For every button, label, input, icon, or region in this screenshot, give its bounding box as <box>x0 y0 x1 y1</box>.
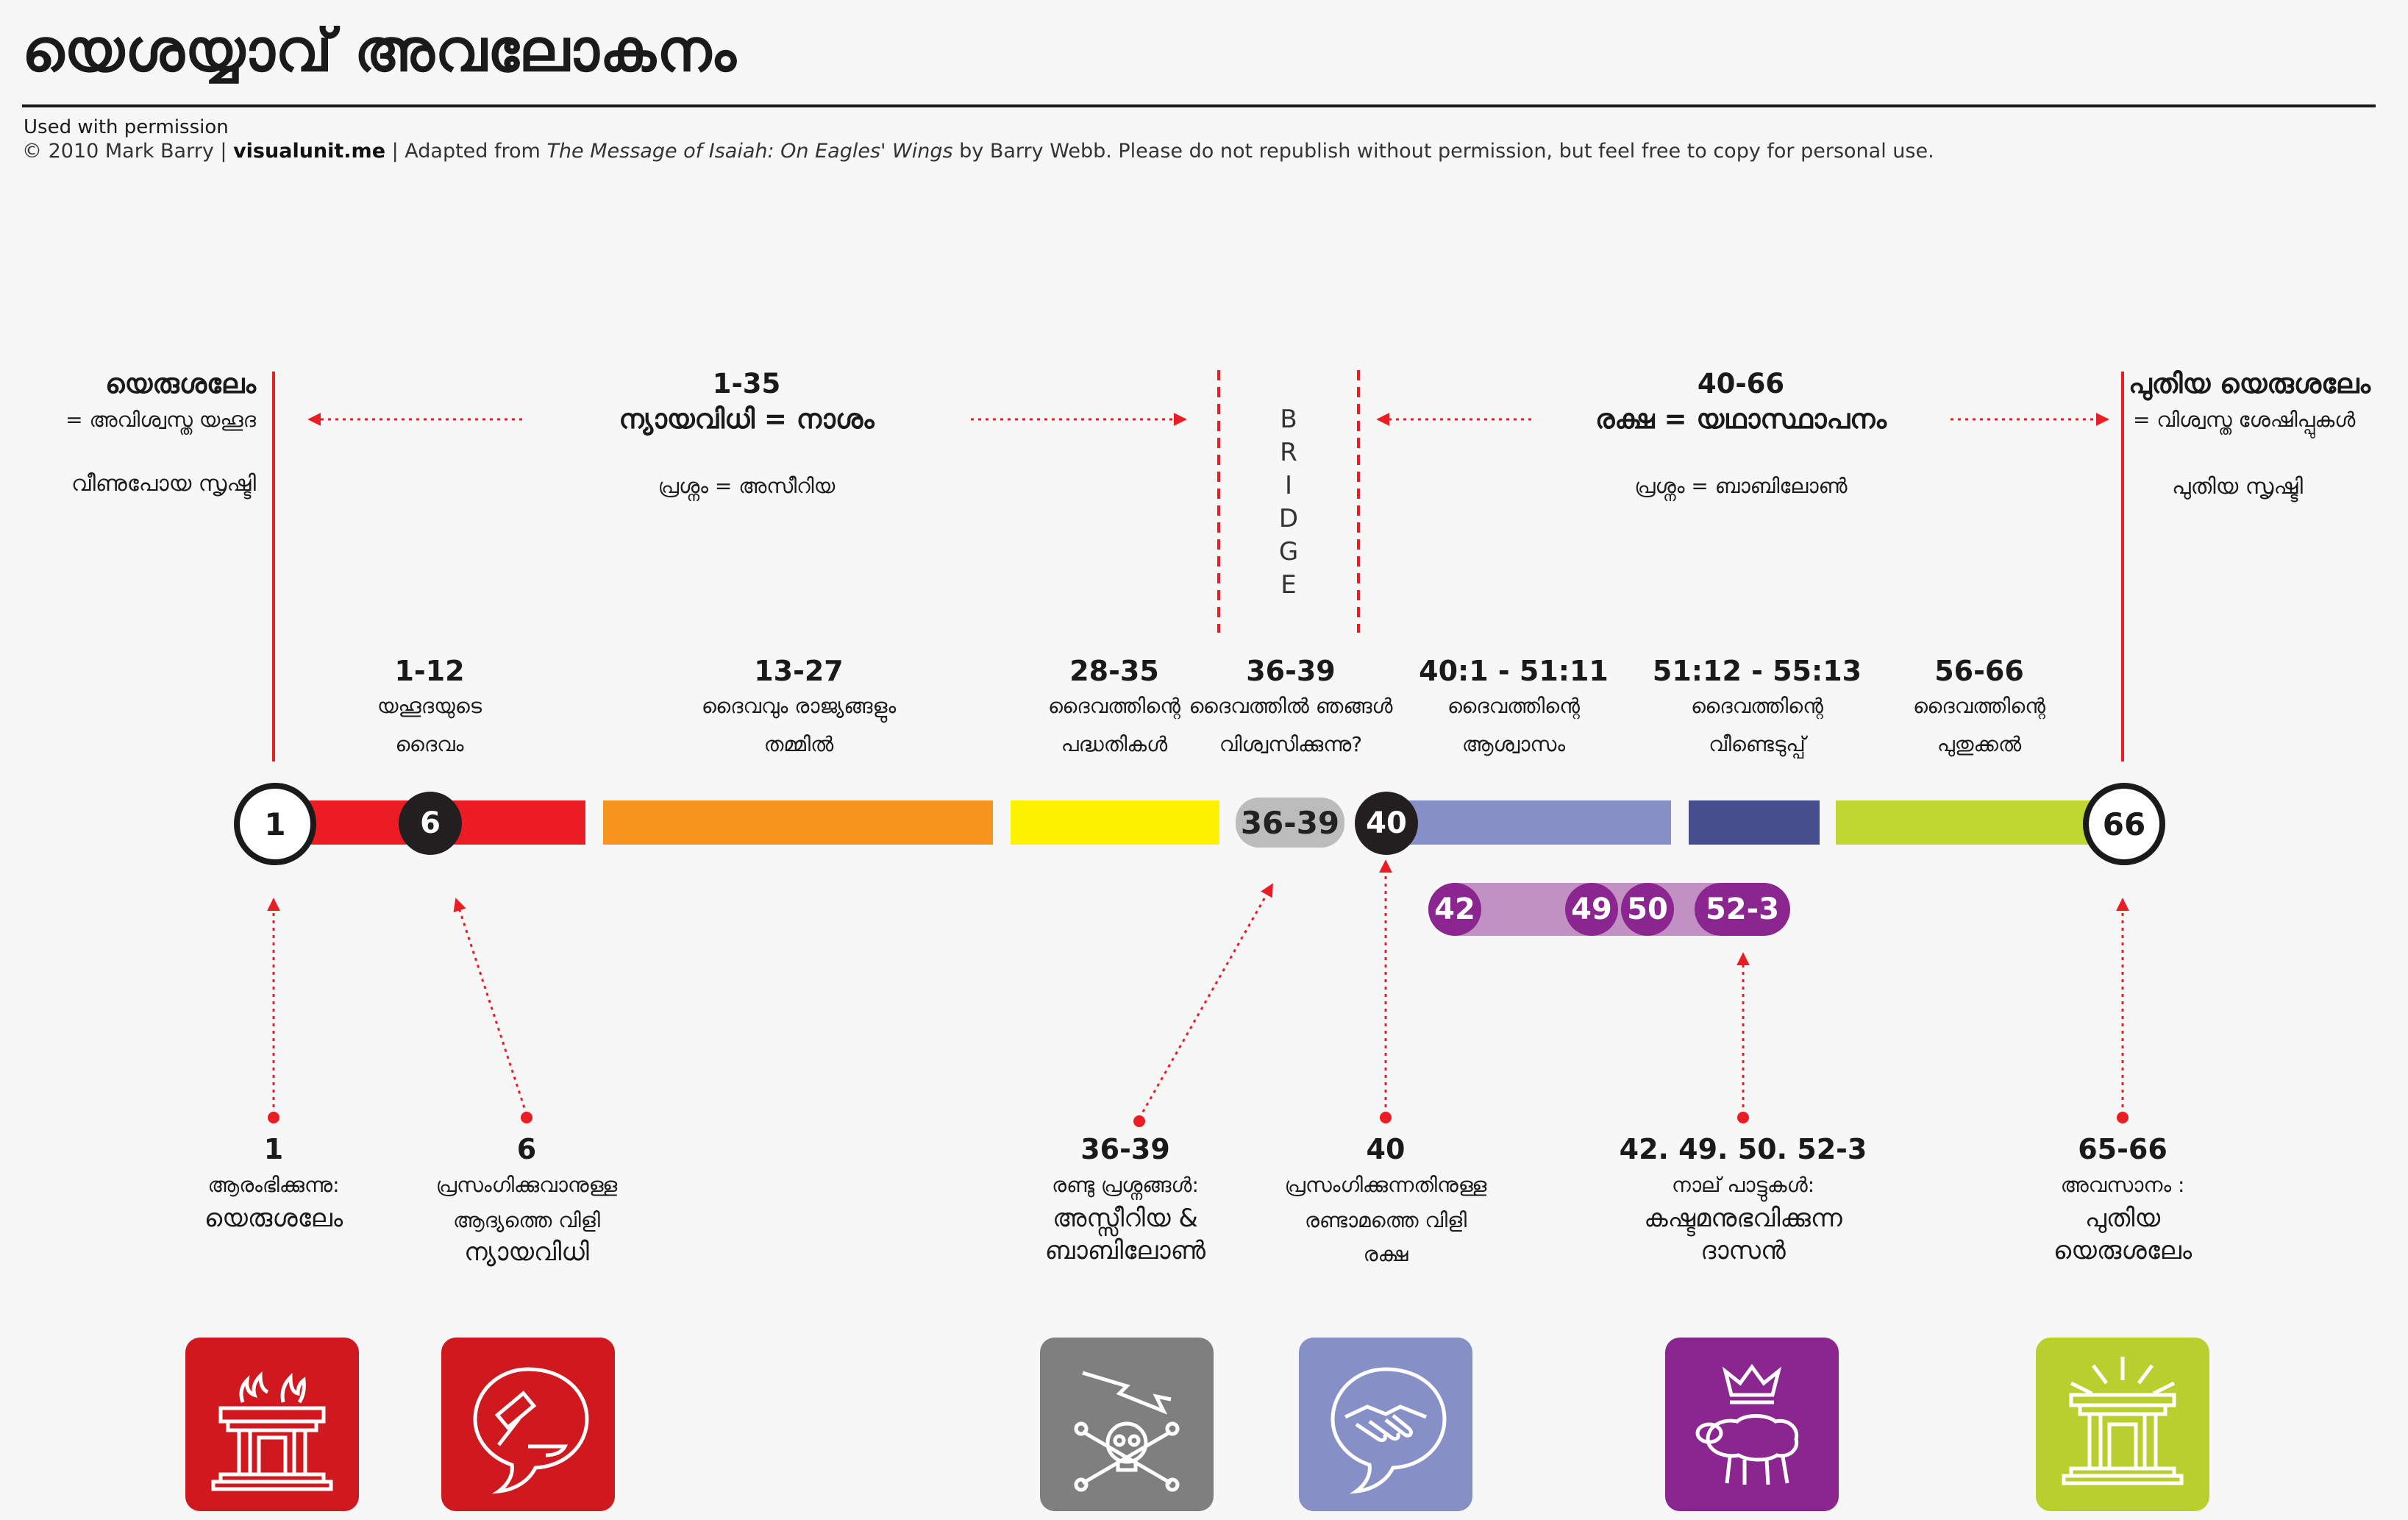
bar-56-66 <box>1836 800 2123 845</box>
section-1-12: 1-12 യഹൂദയുടെ ദൈവം <box>377 655 482 756</box>
section-13-27: 13-27 ദൈവവും രാജ്യങ്ങളും തമ്മിൽ <box>701 655 897 756</box>
salvation-title: രക്ഷ = യഥാസ്ഥാപനം <box>1595 403 1887 435</box>
jerusalem-sub: = അവിശ്വസ്ത യഹൂദ <box>65 408 256 432</box>
new-creation-note: പുതിയ സൃഷ്ടി <box>2172 474 2303 500</box>
note-65-66: 65-66 അവസാനം : പുതിയ യെരുശലേം <box>2053 1133 2193 1265</box>
site-link[interactable]: visualunit.me <box>233 140 386 163</box>
note-6: 6 പ്രസംഗിക്കുവാനുള്ള ആദ്യത്തെ വിളി ന്യായ… <box>435 1133 618 1267</box>
marker-40: 40 <box>1355 792 1418 855</box>
section-56-66: 56-66 ദൈവത്തിന്റെ പുതുക്കൽ <box>1912 655 2046 756</box>
note-servant-songs: 42. 49. 50. 52-3 നാല് പാട്ടുകൾ: കഷ്ടമനുഭ… <box>1619 1133 1867 1265</box>
marker-6: 6 <box>399 792 462 855</box>
fallen-creation-note: വീണുപോയ സൃഷ്ടി <box>71 471 256 497</box>
gavel-speech-icon <box>441 1338 615 1511</box>
song-42: 42 <box>1428 883 1481 936</box>
section-36-39: 36-39 ദൈവത്തിൽ ഞങ്ങൾ വിശ്വസിക്കുന്നു? <box>1189 655 1393 756</box>
credit-line: © 2010 Mark Barry | visualunit.me | Adap… <box>22 140 1934 163</box>
judgment-problem: പ്രശ്നം = അസീറിയ <box>658 474 836 498</box>
bar-13-27 <box>603 800 993 845</box>
marker-66: 66 <box>2083 783 2165 865</box>
section-28-35: 28-35 ദൈവത്തിന്റെ പദ്ധതികൾ <box>1047 655 1181 756</box>
new-jerusalem-sub: = വിശ്വസ്ത ശേഷിപ്പുകൾ <box>2133 408 2356 432</box>
lightning-skull-icon <box>1040 1338 1214 1511</box>
bar-51-55 <box>1689 800 1820 845</box>
handshake-speech-icon <box>1299 1338 1472 1511</box>
title-rule <box>22 104 2376 107</box>
bridge-pill: 36-39 <box>1236 798 1344 848</box>
song-50: 50 <box>1621 883 1674 936</box>
bar-28-35 <box>1011 800 1219 845</box>
marker-1: 1 <box>234 783 316 865</box>
judgment-title: ന്യായവിധി = നാശം <box>619 403 874 435</box>
note-1: 1 ആരംഭിക്കുന്നു: യെരുശലേം <box>204 1133 343 1233</box>
song-52-3: 52-3 <box>1695 883 1790 936</box>
page-title: യെശയ്യാവ് അവലോകനം <box>22 16 737 85</box>
permission-note: Used with permission <box>24 116 229 138</box>
note-40: 40 പ്രസംഗിക്കുന്നതിനുള്ള രണ്ടാമത്തെ വിളി… <box>1284 1133 1487 1266</box>
bar-40-51 <box>1386 800 1671 845</box>
new-jerusalem-heading: പുതിയ യെരുശലേം <box>2129 368 2371 399</box>
section-40-51: 40:1 - 51:11 ദൈവത്തിന്റെ ആശ്വാസം <box>1419 655 1609 756</box>
salvation-range: 40-66 <box>1697 368 1785 399</box>
song-49: 49 <box>1565 883 1618 936</box>
note-36-39: 36-39 രണ്ടു പ്രശ്നങ്ങൾ: അസ്സീറിയ & ബാബില… <box>1044 1133 1206 1265</box>
crown-lamb-icon <box>1665 1338 1839 1511</box>
jerusalem-heading: യെരുശലേം <box>105 368 256 399</box>
radiant-temple-icon <box>2036 1338 2209 1511</box>
burning-temple-icon <box>185 1338 359 1511</box>
salvation-problem: പ്രശ്നം = ബാബിലോൺ <box>1634 474 1848 498</box>
section-51-55: 51:12 - 55:13 ദൈവത്തിന്റെ വീണ്ടെടുപ്പ് <box>1652 655 1862 756</box>
judgment-range: 1-35 <box>712 368 781 399</box>
